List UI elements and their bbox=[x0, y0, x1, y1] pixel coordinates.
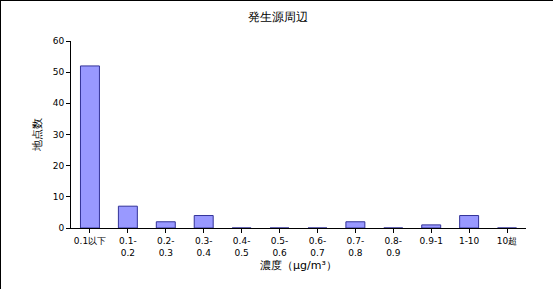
svg-text:0: 0 bbox=[58, 223, 64, 233]
svg-text:0.5-0.6: 0.5-0.6 bbox=[271, 236, 289, 258]
svg-text:0.7-0.8: 0.7-0.8 bbox=[347, 236, 365, 258]
svg-text:50: 50 bbox=[53, 67, 65, 77]
svg-text:0.2-0.3: 0.2-0.3 bbox=[157, 236, 175, 258]
svg-text:0.8-0.9: 0.8-0.9 bbox=[385, 236, 403, 258]
svg-text:0.9-1: 0.9-1 bbox=[420, 236, 443, 246]
svg-text:0.6-0.7: 0.6-0.7 bbox=[309, 236, 327, 258]
svg-text:20: 20 bbox=[53, 161, 65, 171]
svg-text:40: 40 bbox=[53, 98, 65, 108]
svg-text:濃度（μg/m³）: 濃度（μg/m³） bbox=[260, 259, 337, 272]
svg-text:1-10: 1-10 bbox=[459, 236, 480, 246]
svg-text:30: 30 bbox=[53, 130, 65, 140]
svg-text:0.1-0.2: 0.1-0.2 bbox=[119, 236, 137, 258]
svg-text:0.4-0.5: 0.4-0.5 bbox=[233, 236, 251, 258]
svg-text:0.3-0.4: 0.3-0.4 bbox=[195, 236, 213, 258]
svg-text:60: 60 bbox=[53, 36, 65, 46]
svg-text:地点数: 地点数 bbox=[31, 118, 44, 152]
svg-text:10超: 10超 bbox=[497, 236, 517, 246]
svg-text:発生源周辺: 発生源周辺 bbox=[248, 10, 308, 24]
svg-text:10: 10 bbox=[53, 192, 65, 202]
svg-text:0.1以下: 0.1以下 bbox=[74, 236, 106, 246]
